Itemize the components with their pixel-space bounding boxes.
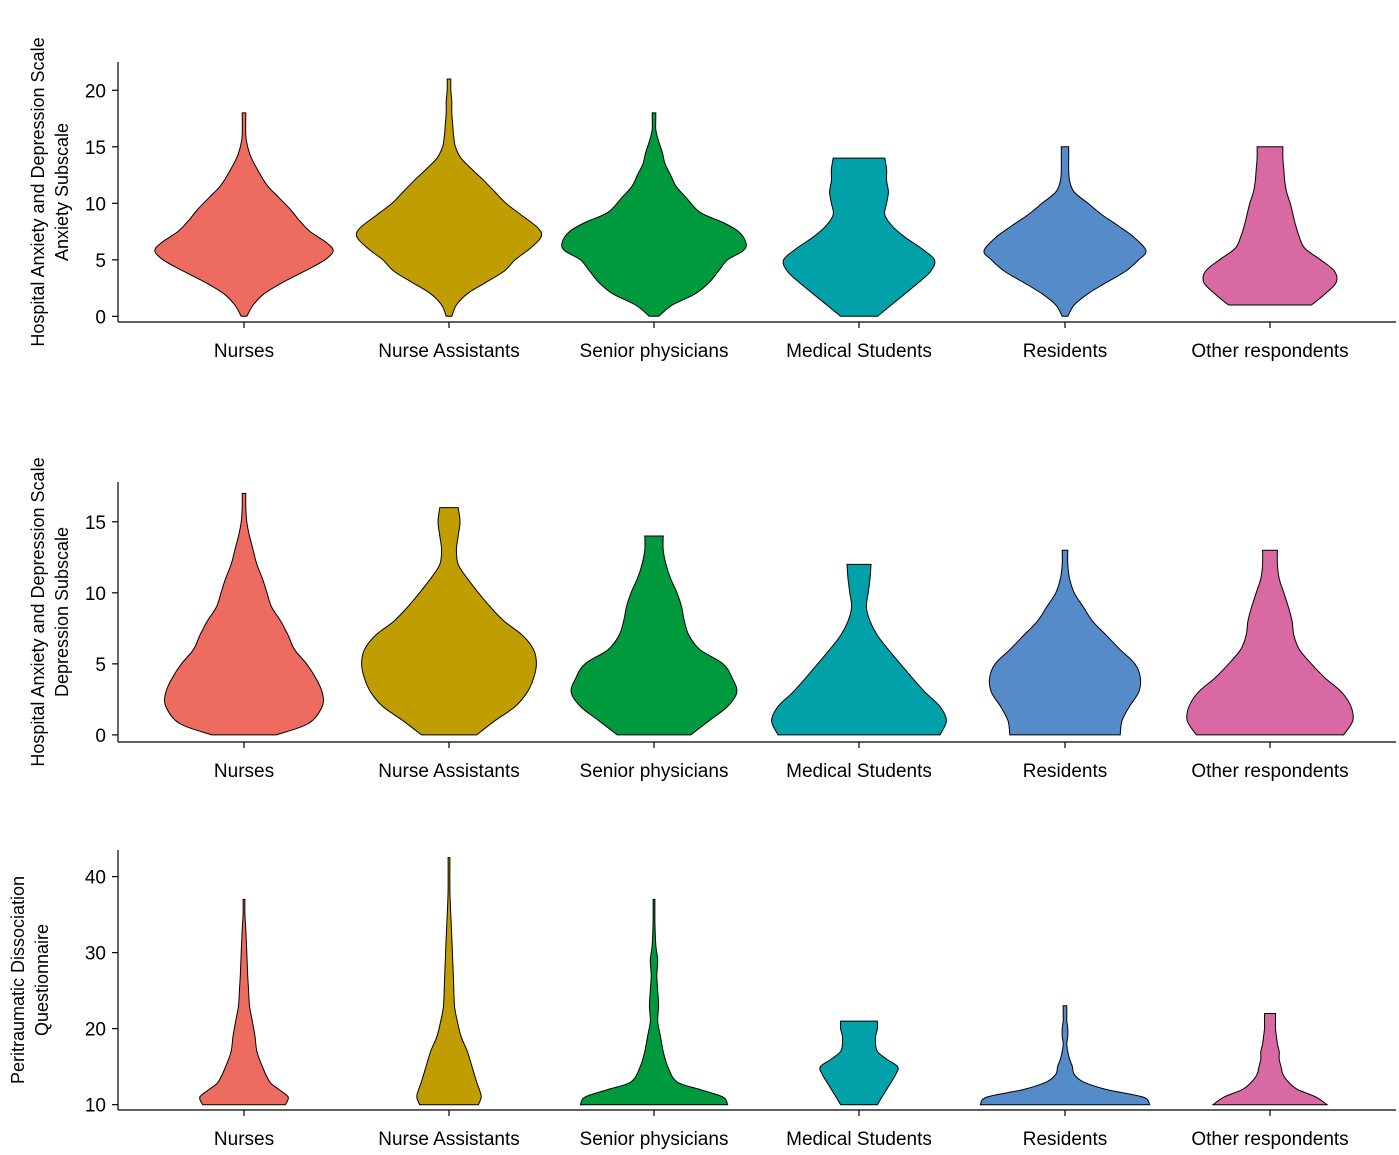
violin-residents <box>983 146 1147 317</box>
panel-2: 0 5 10 15 Hospital Anxiety and Depression Sc… <box>28 457 1396 782</box>
y-tick-label: 15 <box>85 138 106 159</box>
y-tick-label: 5 <box>95 251 106 272</box>
y-axis-title: Depression Subscale <box>52 527 72 697</box>
y-tick-label: 20 <box>85 81 106 102</box>
x-tick-label: Nurses <box>214 341 274 362</box>
violin-nurse-assistants <box>416 857 482 1106</box>
x-tick-label: Nurse Assistants <box>378 761 520 782</box>
violin-medical-students <box>782 157 936 317</box>
violin-residents <box>988 549 1142 736</box>
y-axis-title: Hospital Anxiety and Depression Scale <box>28 37 48 346</box>
y-tick-label: 30 <box>85 944 106 965</box>
x-tick-label: Nurses <box>214 761 274 782</box>
y-axis-title: Questionnaire <box>32 924 52 1036</box>
x-tick-label: Other respondents <box>1191 1129 1348 1150</box>
y-tick-label: 40 <box>85 868 106 889</box>
y-axis-title: Hospital Anxiety and Depression Scale <box>28 457 48 766</box>
x-tick-label: Senior physicians <box>580 341 729 362</box>
y-tick-label: 0 <box>95 726 106 747</box>
panel-3: 10 20 30 40 Peritraumatic Dissociation Questi… <box>8 850 1396 1150</box>
y-tick-label: 10 <box>85 194 106 215</box>
violin-senior-physicians <box>570 535 738 736</box>
panel-1: 0 5 10 15 20 Hospital Anxiety and Depression … <box>28 37 1396 362</box>
violin-other-respondents <box>1202 146 1338 306</box>
x-tick-label: Medical Students <box>786 341 932 362</box>
violin-residents <box>979 1005 1151 1106</box>
y-axis-title: Peritraumatic Dissociation <box>8 876 28 1084</box>
y-tick-label: 15 <box>85 513 106 534</box>
x-tick-label: Nurse Assistants <box>378 341 520 362</box>
y-axis-title: Anxiety Subscale <box>52 123 72 261</box>
x-tick-label: Residents <box>1023 1129 1108 1150</box>
violin-nurse-assistants <box>361 507 537 736</box>
violin-nurses <box>154 112 334 317</box>
x-tick-label: Residents <box>1023 341 1108 362</box>
x-tick-label: Nurse Assistants <box>378 1129 520 1150</box>
violin-medical-students <box>771 563 947 736</box>
violin-nurse-assistants <box>355 78 543 317</box>
y-tick-label: 10 <box>85 584 106 605</box>
x-tick-label: Nurses <box>214 1129 274 1150</box>
y-tick-label: 5 <box>95 655 106 676</box>
violin-other-respondents <box>1186 549 1354 736</box>
x-tick-label: Senior physicians <box>580 761 729 782</box>
x-tick-label: Medical Students <box>786 1129 932 1150</box>
x-tick-label: Other respondents <box>1191 341 1348 362</box>
violin-senior-physicians <box>561 112 747 317</box>
x-tick-label: Medical Students <box>786 761 932 782</box>
y-tick-label: 0 <box>95 307 106 328</box>
y-tick-label: 20 <box>85 1020 106 1041</box>
violin-medical-students <box>819 1020 899 1106</box>
violin-senior-physicians <box>579 898 729 1106</box>
y-tick-label: 10 <box>85 1096 106 1117</box>
violin-other-respondents <box>1211 1013 1329 1106</box>
violin-nurses <box>163 492 325 736</box>
x-tick-label: Other respondents <box>1191 761 1348 782</box>
x-tick-label: Residents <box>1023 761 1108 782</box>
x-tick-label: Senior physicians <box>580 1129 729 1150</box>
violin-nurses <box>199 898 289 1106</box>
